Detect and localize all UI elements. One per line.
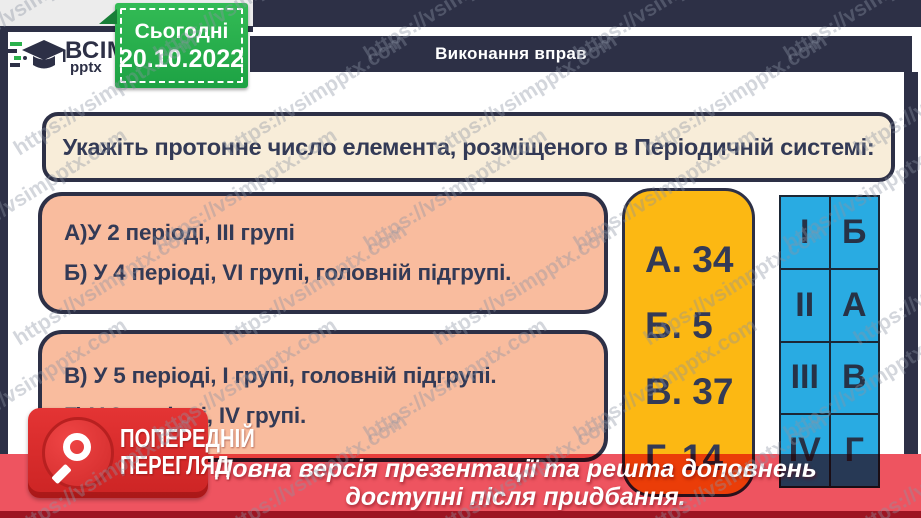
slide-header-bar: Виконання вправ <box>250 36 912 72</box>
date-badge-date: 20.10.2022 <box>118 44 245 73</box>
date-badge: Сьогодні 20.10.2022 <box>99 3 248 88</box>
table-cell-r3c1: III <box>780 341 830 415</box>
date-badge-dashed-border <box>120 8 243 83</box>
question-text: Укажіть протонне число елемента, розміще… <box>62 133 875 160</box>
magnifier-handle <box>51 463 72 485</box>
footer-line1: Повна версія презентації та решта доповн… <box>214 454 817 483</box>
date-badge-label: Сьогодні <box>134 19 229 43</box>
option-a: А)У 2 періоді, III групі <box>64 220 295 245</box>
preview-badge-line2: ПЕРЕГЛЯД <box>120 450 230 480</box>
preview-badge-button[interactable]: ПОПЕРЕДНІЙ ПЕРЕГЛЯД <box>28 408 255 498</box>
magnifier-icon <box>63 433 91 461</box>
answer-a: А. 34 <box>645 239 734 280</box>
logo-sub-text: pptx <box>70 59 102 76</box>
answer-v: В. 37 <box>645 371 734 412</box>
table-cell-r2c2: А <box>829 268 879 342</box>
preview-badge-line1: ПОПЕРЕДНІЙ <box>120 423 255 453</box>
table-cell-r2c1: II <box>780 268 830 342</box>
top-dark-strip <box>253 0 921 27</box>
table-cell-r1c1: I <box>780 196 830 269</box>
option-b: Б) У 4 періоді, VI групі, головній підгр… <box>64 260 512 285</box>
brand-logo: ВСІМ pptx <box>8 34 127 76</box>
table-cell-r3c2: В <box>829 341 879 415</box>
table-cell-r1c2: Б <box>829 196 879 269</box>
answers-box: А. 34 Б. 5 В. 37 Г. 14 <box>622 188 755 497</box>
slide-left-border <box>0 31 8 454</box>
option-v: В) У 5 періоді, I групі, головній підгру… <box>64 363 497 388</box>
question-box: Укажіть протонне число елемента, розміще… <box>42 112 895 182</box>
options-box-ab: А)У 2 періоді, III групі Б) У 4 періоді,… <box>38 192 608 314</box>
match-table: I Б II А III В IV Г <box>779 195 880 488</box>
magnifier-circle <box>42 417 114 489</box>
answer-b: Б. 5 <box>645 305 713 346</box>
footer-bottom-strip <box>0 511 921 518</box>
footer-line2: доступні після придбання. <box>345 482 686 511</box>
graduation-cap-icon <box>8 40 66 69</box>
footer-text: Повна версія презентації та решта доповн… <box>0 454 921 511</box>
slide-right-border <box>904 72 918 454</box>
slide-header-title: Виконання вправ <box>435 44 587 63</box>
